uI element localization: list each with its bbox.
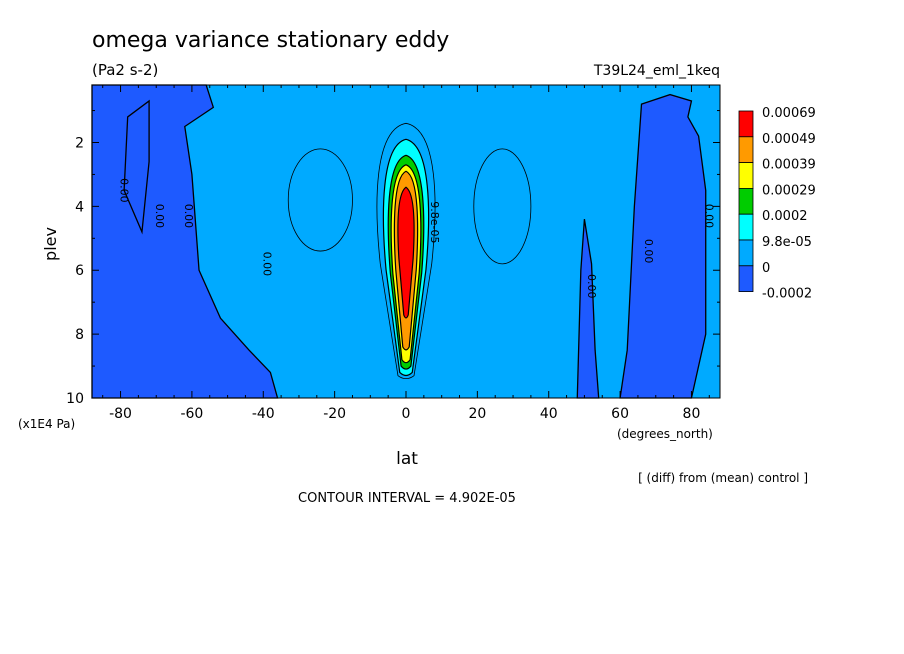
diff-note: [ (diff) from (mean) control ] (638, 471, 808, 485)
legend-swatch (738, 110, 754, 138)
x-tick-label: -60 (180, 406, 203, 422)
contour-label-6: 0.00 (585, 274, 598, 299)
legend-label: 0.00049 (762, 132, 816, 147)
y-tick-label: 10 (66, 391, 84, 407)
contour-loop-2 (473, 148, 532, 265)
y-tick-label: 2 (75, 135, 84, 151)
run-label: T39L24_eml_1keq (593, 63, 720, 79)
x-tick-label: -20 (323, 406, 346, 422)
contour-label-3: 0.00 (182, 204, 195, 229)
y-tick-label: 4 (75, 199, 84, 215)
x-tick-label: 60 (611, 406, 629, 422)
core-band-6 (397, 186, 415, 319)
y-units-label: (x1E4 Pa) (18, 417, 75, 431)
negative-region-south-mid (123, 99, 150, 235)
contour-interval: CONTOUR INTERVAL = 4.902E-05 (298, 491, 516, 506)
contour-label-4: 0.00 (260, 252, 273, 277)
legend-swatch (738, 239, 754, 267)
legend-label: -0.0002 (762, 287, 812, 302)
legend-swatch (738, 187, 754, 215)
contour-label-2: 0.00 (153, 204, 166, 229)
legend-swatch (738, 213, 754, 241)
legend-label: 0 (762, 261, 770, 276)
legend-swatch (738, 162, 754, 189)
legend-label: 0.0002 (762, 209, 808, 224)
legend-label: 0.00029 (762, 183, 816, 198)
contour-label-8: 0.00 (703, 204, 716, 229)
x-tick-label: 40 (540, 406, 558, 422)
chart-units: (Pa2 s-2) (92, 61, 158, 79)
color-legend: 0.00069 0.00049 0.00039 0.00029 0.0002 9.8e-0… (738, 106, 816, 302)
legend-swatch (738, 265, 754, 292)
x-tick-label: 20 (468, 406, 486, 422)
x-tick-label: -40 (252, 406, 275, 422)
x-axis-label: lat (396, 449, 418, 469)
contour-label-1: 0.00 (118, 178, 131, 203)
y-tick-label: 8 (75, 327, 84, 343)
plot-area: 0.00 0.00 0.00 0.00 9.8e-05 0.00 0.00 0.00 -80 -6… (66, 84, 721, 422)
legend-swatch (738, 136, 754, 164)
x-units-label: (degrees_north) (617, 427, 713, 441)
x-tick-label: 80 (683, 406, 701, 422)
legend-label: 0.00039 (762, 158, 816, 173)
x-tick-label: -80 (109, 406, 132, 422)
y-axis-label: plev (41, 227, 60, 261)
negative-region-north-mid (619, 93, 707, 399)
x-tick-label: 0 (402, 406, 411, 422)
contour-label-5: 9.8e-05 (428, 201, 441, 243)
chart-title: omega variance stationary eddy (92, 28, 449, 53)
legend-label: 9.8e-05 (762, 235, 812, 250)
legend-label: 0.00069 (762, 106, 816, 121)
contour-label-7: 0.00 (642, 239, 655, 264)
contour-loop-1 (287, 148, 353, 252)
y-tick-label: 6 (75, 263, 84, 279)
